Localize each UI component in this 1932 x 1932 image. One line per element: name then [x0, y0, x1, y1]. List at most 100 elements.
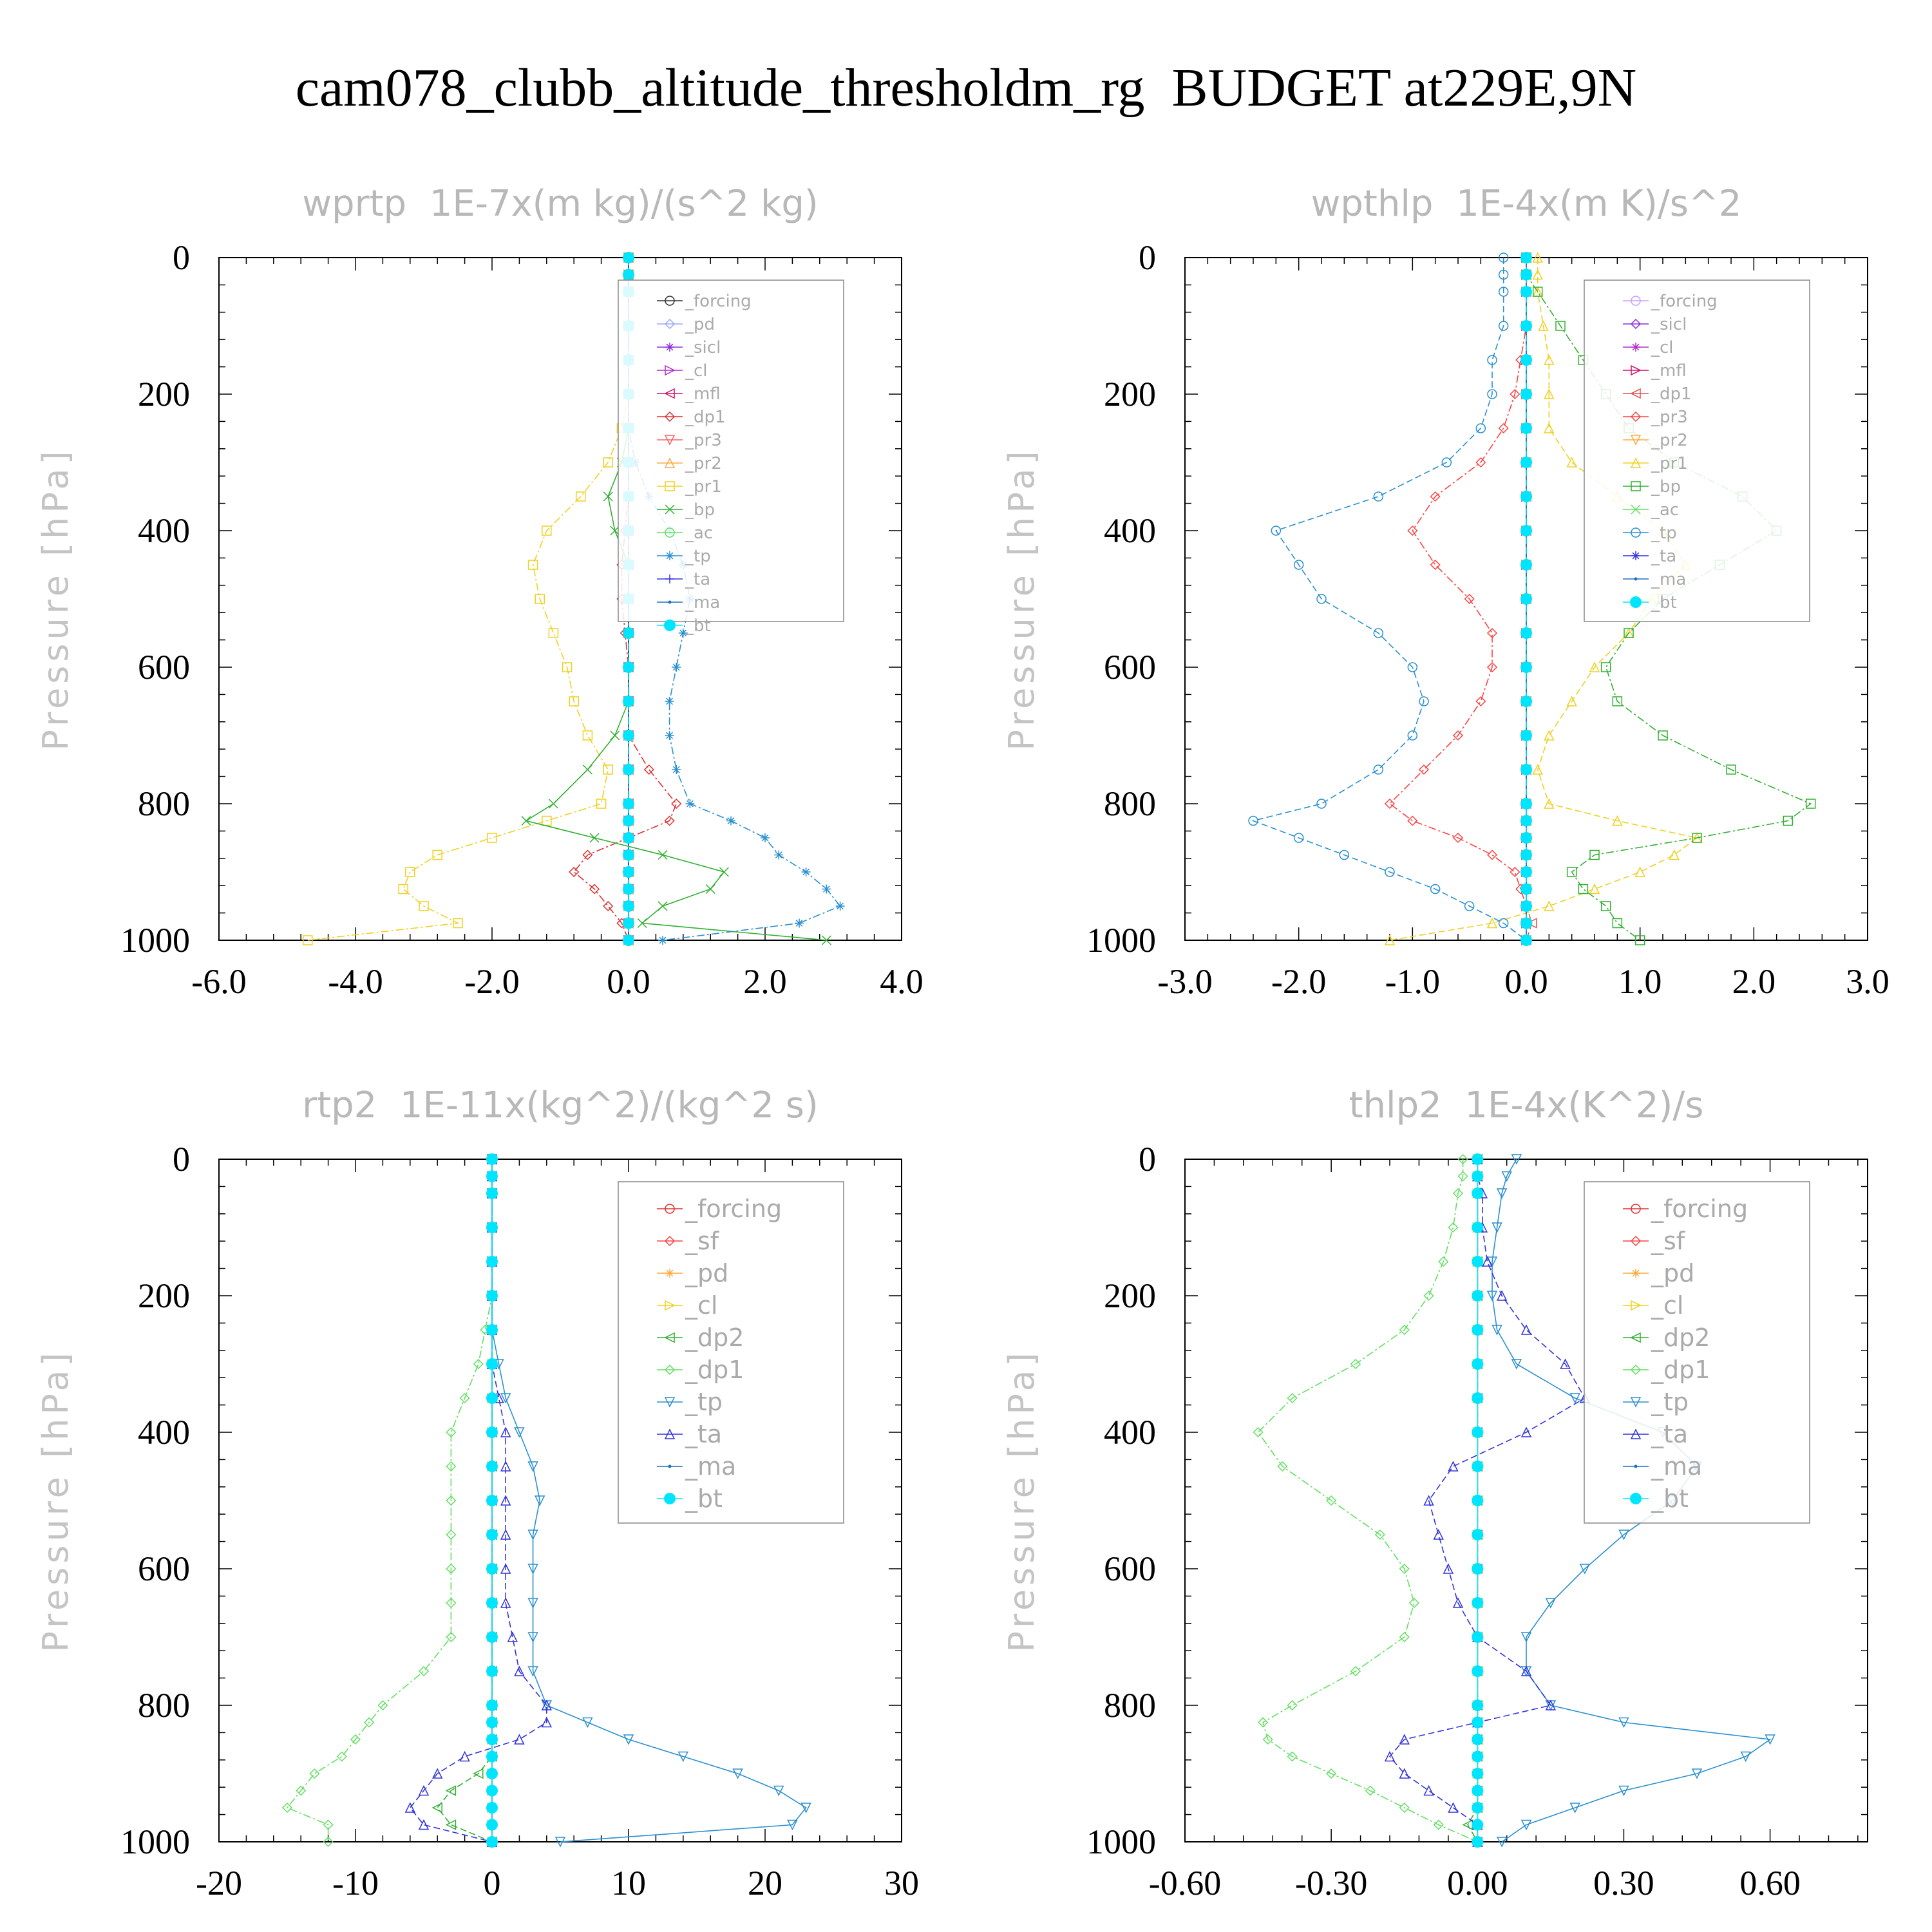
- panel-title: wprtp 1E-7x(m kg)/(s^2 kg): [302, 183, 819, 225]
- data-point: [514, 1734, 525, 1745]
- y-tick-label: 1000: [1086, 921, 1156, 960]
- data-point: [541, 1700, 553, 1710]
- data-point: [1498, 252, 1509, 263]
- data-point: [800, 1803, 811, 1814]
- data-point: [1430, 884, 1441, 895]
- x-tick-label: 0.0: [1504, 962, 1548, 1001]
- data-point: [1472, 1802, 1484, 1814]
- data-point: [446, 1426, 457, 1438]
- legend-marker: [665, 343, 674, 352]
- data-point: [1399, 1631, 1410, 1643]
- data-point: [1472, 1563, 1484, 1575]
- data-point: [1691, 1768, 1703, 1779]
- y-tick-label: 0: [1139, 1140, 1156, 1179]
- data-point: [569, 696, 579, 706]
- x-tick-label: 0.30: [1593, 1864, 1654, 1902]
- data-point: [623, 815, 634, 827]
- data-point: [500, 1461, 511, 1472]
- data-point: [548, 799, 558, 809]
- y-tick-label: 400: [138, 511, 190, 550]
- y-axis-label: Pressure [hPa]: [35, 1349, 76, 1652]
- data-point: [473, 1768, 484, 1779]
- legend-label: _forcing: [685, 292, 752, 311]
- legend-marker: [1631, 343, 1640, 352]
- data-point: [623, 730, 634, 741]
- panel-title: wpthlp 1E-4x(m K)/s^2: [1311, 183, 1742, 225]
- data-point: [623, 883, 634, 895]
- data-point: [548, 628, 559, 638]
- data-point: [1486, 1291, 1498, 1302]
- data-point: [486, 1597, 498, 1609]
- data-point: [1520, 798, 1532, 810]
- data-point: [1520, 696, 1532, 707]
- data-point: [1520, 849, 1532, 861]
- legend-marker: [664, 620, 676, 631]
- data-point: [486, 1785, 498, 1797]
- data-point: [1492, 1222, 1502, 1233]
- data-point: [1538, 320, 1549, 331]
- data-point: [677, 1751, 689, 1763]
- data-point: [1600, 662, 1611, 672]
- series_dp1: [281, 1153, 498, 1848]
- legend-label: _ac: [685, 524, 713, 543]
- data-point: [623, 849, 634, 861]
- data-point: [1365, 1785, 1376, 1796]
- data-point: [507, 1631, 518, 1642]
- data-point: [1472, 1256, 1484, 1267]
- data-point: [1579, 1564, 1591, 1575]
- legend-label: _forcing: [685, 1195, 782, 1223]
- legend-box: [618, 1181, 844, 1524]
- legend-label: _dp1: [1651, 1356, 1710, 1384]
- x-tick-label: 4.0: [880, 962, 923, 1001]
- data-point: [1526, 918, 1537, 929]
- data-point: [1544, 388, 1555, 399]
- data-point: [1423, 1290, 1434, 1302]
- legend-box: [1584, 279, 1810, 622]
- data-point: [1438, 1256, 1449, 1267]
- legend-label: _dp1: [1651, 384, 1692, 404]
- data-point: [623, 627, 634, 639]
- data-point: [1520, 730, 1532, 741]
- data-point: [1248, 815, 1258, 826]
- x-tick-label: -10: [332, 1864, 379, 1902]
- legend-marker: [665, 527, 675, 538]
- legend-label: _bp: [1651, 477, 1681, 497]
- data-point: [1475, 457, 1486, 468]
- series_bt: [1472, 1153, 1484, 1848]
- legend-label: _ta: [1651, 1420, 1688, 1448]
- data-point: [446, 1529, 457, 1540]
- y-tick-label: 800: [138, 1686, 190, 1725]
- legend: _forcing _sicl _cl _mfl _dp1 _pr3 _pr2 _pr1 _bp _…: [1584, 279, 1810, 622]
- data-point: [596, 799, 607, 809]
- legend-label: _pr1: [685, 477, 722, 497]
- legend-box: [618, 279, 844, 622]
- legend-label: _bt: [685, 616, 711, 636]
- data-point: [787, 1819, 798, 1831]
- data-point: [1566, 867, 1577, 877]
- legend-marker: [665, 1204, 675, 1214]
- legend-label: _sf: [685, 1227, 720, 1255]
- data-point: [1472, 1392, 1484, 1404]
- legend-label: _cl: [685, 1291, 717, 1320]
- data-point: [486, 1750, 498, 1763]
- data-point: [623, 832, 634, 844]
- data-point: [726, 816, 735, 826]
- data-point: [1472, 1665, 1484, 1677]
- legend-marker: [664, 318, 676, 330]
- legend-label: _bt: [1651, 1484, 1689, 1513]
- y-tick-label: 400: [1104, 511, 1156, 550]
- legend-marker: [1630, 1397, 1642, 1408]
- data-point: [623, 934, 634, 946]
- data-point: [678, 629, 688, 638]
- chart-panel-4: thlp2 1E-4x(K^2)/s Pressure [hPa] -0.60 -0.…: [1001, 1084, 1868, 1902]
- legend-label: _dp1: [685, 1356, 744, 1384]
- legend-label: _ma: [685, 593, 720, 612]
- data-point: [527, 1564, 538, 1575]
- data-point: [405, 867, 415, 877]
- data-point: [1350, 1358, 1361, 1370]
- data-point: [1589, 883, 1600, 895]
- plot-frame: [218, 257, 902, 941]
- chart-panel-1: wprtp 1E-7x(m kg)/(s^2 kg) Pressure [hPa]…: [35, 183, 923, 1001]
- data-point: [658, 936, 667, 945]
- data-point: [1287, 1392, 1298, 1404]
